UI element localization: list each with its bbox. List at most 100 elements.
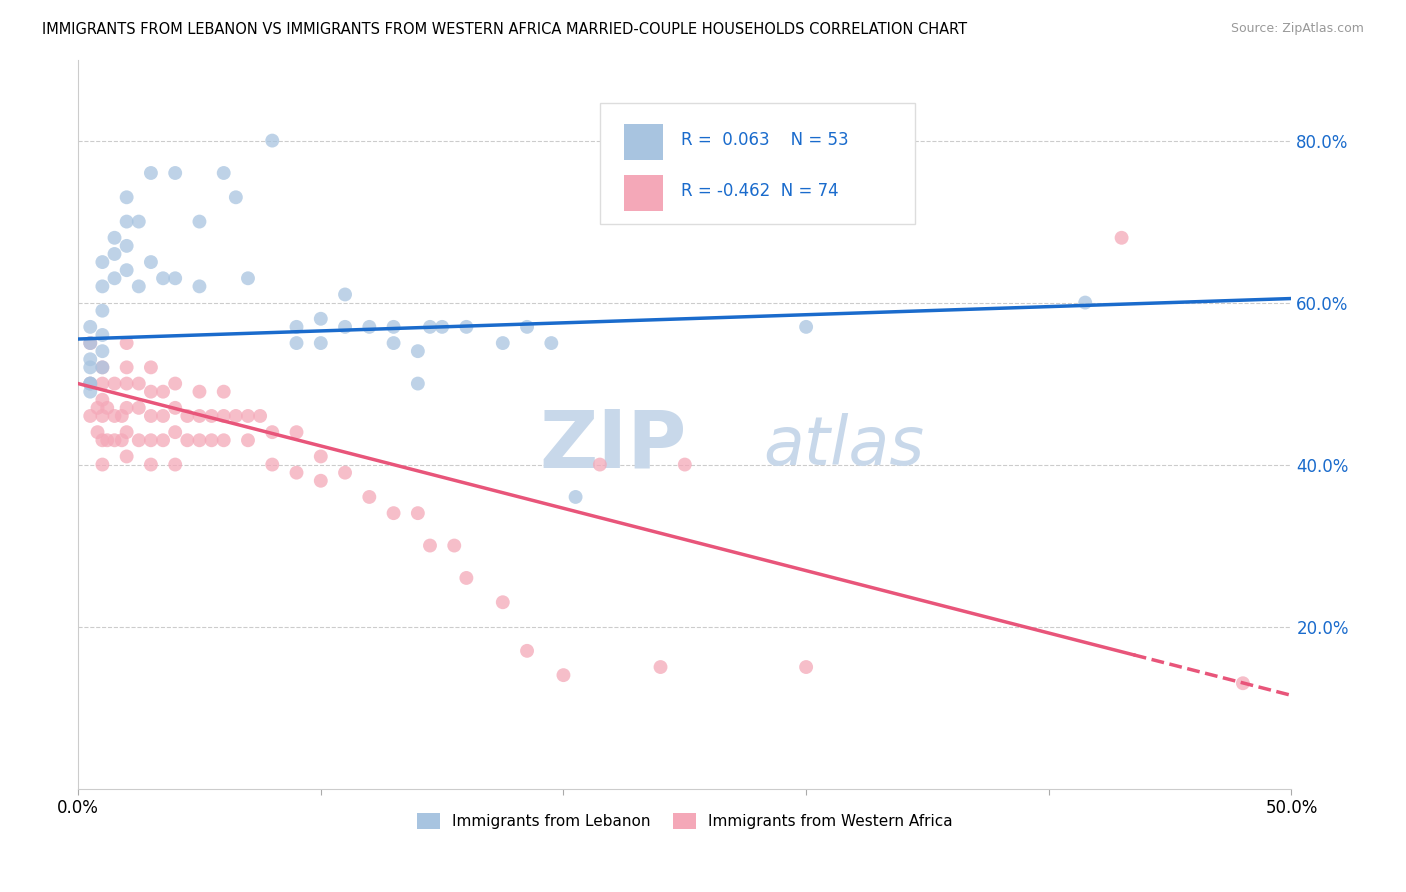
Point [188,384,211,399]
Point [139,360,162,375]
Point [212,384,235,399]
Point [103,376,125,391]
Point [79,409,101,423]
Point [139,384,162,399]
Point [262,134,284,148]
Point [79,352,101,367]
Point [333,287,356,301]
Point [128,434,150,448]
Point [285,319,308,334]
Point [249,409,271,423]
Text: R =  0.063    N = 53: R = 0.063 N = 53 [681,131,849,149]
Point [589,458,612,472]
Point [492,595,515,609]
Point [115,450,138,464]
Point [128,376,150,391]
Legend: Immigrants from Lebanon, Immigrants from Western Africa: Immigrants from Lebanon, Immigrants from… [411,807,959,836]
Point [139,166,162,180]
Text: Source: ZipAtlas.com: Source: ZipAtlas.com [1230,22,1364,36]
Point [540,336,562,351]
Point [225,409,247,423]
Point [333,466,356,480]
Point [91,279,114,293]
Point [236,271,259,285]
Point [115,263,138,277]
Point [128,279,150,293]
Point [139,458,162,472]
Point [79,384,101,399]
Point [111,409,134,423]
Point [115,336,138,351]
Point [200,434,222,448]
Point [419,539,441,553]
Text: IMMIGRANTS FROM LEBANON VS IMMIGRANTS FROM WESTERN AFRICA MARRIED-COUPLE HOUSEHO: IMMIGRANTS FROM LEBANON VS IMMIGRANTS FR… [42,22,967,37]
Point [406,376,429,391]
Point [516,319,538,334]
Point [79,360,101,375]
Point [406,506,429,520]
Point [91,392,114,407]
Point [165,425,187,439]
Point [79,319,101,334]
Point [79,376,101,391]
Point [430,319,453,334]
Point [103,247,125,261]
Point [86,401,108,415]
Point [553,668,575,682]
Point [91,360,114,375]
Point [115,401,138,415]
Point [516,644,538,658]
Point [200,409,222,423]
Point [188,434,211,448]
Point [285,466,308,480]
Point [309,450,332,464]
Point [103,434,125,448]
Point [103,271,125,285]
Point [262,458,284,472]
Point [139,409,162,423]
Point [152,271,174,285]
Point [285,336,308,351]
Point [176,434,198,448]
Point [115,239,138,253]
Point [165,271,187,285]
Point [115,214,138,228]
Point [419,319,441,334]
Point [103,409,125,423]
Point [212,409,235,423]
Point [492,336,515,351]
Point [165,376,187,391]
Point [309,336,332,351]
Point [188,409,211,423]
Point [165,166,187,180]
Point [91,328,114,343]
Point [91,376,114,391]
Point [236,409,259,423]
Point [1111,231,1133,245]
Point [152,434,174,448]
Bar [624,124,664,160]
Point [188,279,211,293]
Point [91,255,114,269]
Point [128,214,150,228]
Point [79,376,101,391]
Point [1232,676,1254,690]
Point [152,384,174,399]
Point [152,409,174,423]
Point [650,660,672,674]
Point [262,425,284,439]
Point [359,490,381,504]
Point [96,401,118,415]
Point [115,425,138,439]
Point [115,190,138,204]
Point [359,319,381,334]
Text: R = -0.462  N = 74: R = -0.462 N = 74 [681,182,839,200]
Point [212,434,235,448]
Point [91,360,114,375]
Point [91,344,114,359]
Point [236,434,259,448]
Point [165,401,187,415]
FancyBboxPatch shape [600,103,915,224]
Point [165,458,187,472]
Point [794,660,817,674]
